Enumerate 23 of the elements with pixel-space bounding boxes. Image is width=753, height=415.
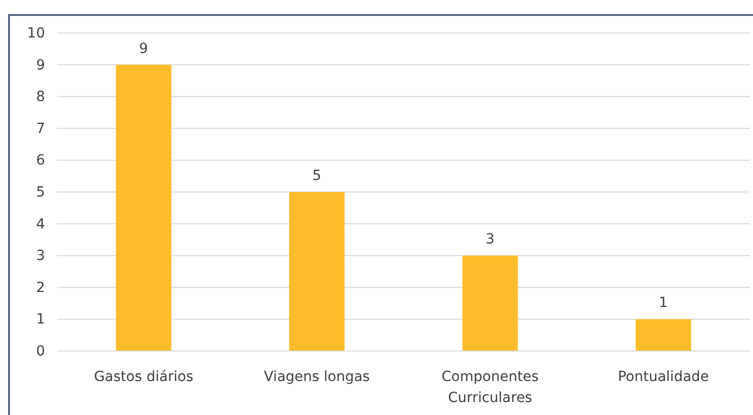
bar bbox=[462, 256, 518, 351]
y-tick-label: 4 bbox=[36, 216, 46, 232]
bar bbox=[289, 192, 345, 351]
bar bbox=[636, 319, 692, 351]
data-label: 3 bbox=[486, 232, 495, 248]
x-tick-label: Componentes Curriculares bbox=[442, 369, 539, 406]
x-tick-label: Viagens longas bbox=[264, 369, 370, 385]
y-tick-label: 1 bbox=[36, 312, 45, 328]
y-tick-label: 7 bbox=[36, 120, 45, 137]
data-label: 1 bbox=[658, 295, 668, 312]
x-tick-label: Pontualidade bbox=[618, 369, 709, 385]
data-label: 9 bbox=[139, 40, 148, 57]
y-tick-label: 9 bbox=[36, 57, 45, 74]
y-tick-label: 2 bbox=[36, 280, 45, 296]
y-tick-label: 3 bbox=[36, 248, 45, 264]
bar bbox=[116, 64, 172, 351]
y-tick-label: 10 bbox=[27, 25, 45, 42]
y-tick-label: 6 bbox=[36, 152, 46, 169]
x-tick-label: Gastos diários bbox=[94, 369, 194, 385]
data-label: 5 bbox=[312, 168, 322, 184]
y-tick-label: 0 bbox=[36, 343, 45, 360]
y-tick-label: 8 bbox=[36, 89, 45, 106]
y-tick-label: 5 bbox=[36, 184, 45, 200]
